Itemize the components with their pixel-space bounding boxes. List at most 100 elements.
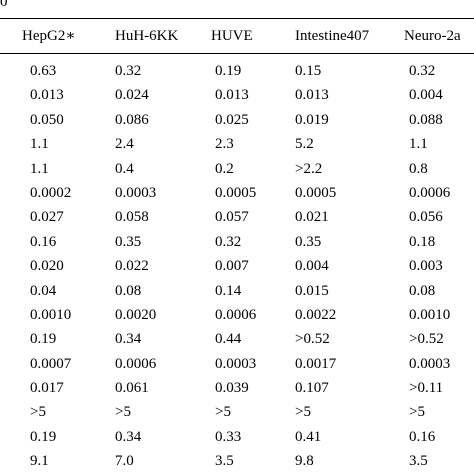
table-cell: 0.0003 — [115, 184, 157, 201]
table-cell: 9.1 — [30, 453, 49, 470]
table-cell: 0.0006 — [409, 184, 451, 201]
table-row: >5 >5 >5 >5 >5 — [0, 400, 474, 424]
table-cell: 0.32 — [115, 63, 142, 79]
table-cell: 0.025 — [215, 111, 249, 128]
table-cell: 1.1 — [30, 136, 49, 153]
table-cell: 0.004 — [409, 87, 443, 104]
table-cell: 0.056 — [409, 209, 443, 226]
table-cell: >0.52 — [295, 331, 330, 348]
table-row: 0.013 0.024 0.013 0.013 0.004 — [0, 83, 474, 107]
table-cell: 0.017 — [30, 380, 64, 397]
table-row: 1.1 2.4 2.3 5.2 1.1 — [0, 132, 474, 156]
table-cell: >5 — [215, 404, 231, 421]
column-header-huh-6kk: HuH-6KK — [115, 28, 179, 44]
table-row: 0.16 0.35 0.32 0.35 0.18 — [0, 230, 474, 254]
table-cell: 7.0 — [115, 453, 134, 470]
table-cell: 2.4 — [115, 136, 134, 153]
table-row: 0.19 0.34 0.44 >0.52 >0.52 — [0, 327, 474, 351]
column-header-hepg2: HepG2∗ — [22, 28, 76, 44]
table-cell: 0.039 — [215, 380, 249, 397]
table-cell: 0.007 — [215, 258, 249, 275]
table-cell: 0.015 — [295, 282, 329, 299]
column-header-neuro-2a: Neuro-2a — [404, 28, 461, 44]
table-cell: 0.18 — [409, 233, 436, 250]
table-cell: 1.1 — [409, 136, 428, 153]
table-cell: 0.0005 — [295, 184, 337, 201]
table-row: 0.027 0.058 0.057 0.021 0.056 — [0, 205, 474, 229]
table-cell: 3.5 — [409, 453, 428, 470]
table-cell: >0.11 — [409, 380, 444, 397]
table-cell: 0.0010 — [30, 306, 72, 323]
table-cell: 0.16 — [30, 233, 57, 250]
table-cell: 0.027 — [30, 209, 64, 226]
table-cell: >5 — [295, 404, 311, 421]
table-cell: 0.022 — [115, 258, 149, 275]
table-cell: 0.08 — [409, 282, 436, 299]
table-row: 0.63 0.32 0.19 0.15 0.32 — [0, 59, 474, 83]
table-cell: 0.0003 — [215, 355, 257, 372]
column-header-intestine407: Intestine407 — [295, 28, 370, 44]
table-cell: 0.19 — [30, 428, 57, 445]
table-cell: 0.013 — [295, 87, 329, 104]
column-header-huve: HUVE — [211, 28, 253, 44]
table-cell: 0.107 — [295, 380, 329, 397]
table-cell: 0.4 — [115, 160, 134, 177]
table-cell: 0.34 — [115, 331, 142, 348]
table-cell: >5 — [115, 404, 131, 421]
table-cell: >5 — [409, 404, 425, 421]
table-header-row: HepG2∗ HuH-6KK HUVE Intestine407 Neuro-2… — [0, 26, 474, 46]
table-cell: 0.086 — [115, 111, 149, 128]
table-cell: 0.19 — [30, 331, 57, 348]
table-cell: 0.0007 — [30, 355, 72, 372]
table-cell: 0.63 — [30, 63, 57, 79]
table-header-rule — [0, 53, 474, 54]
table-row: 0.0010 0.0020 0.0006 0.0022 0.0010 — [0, 303, 474, 327]
table-cell: 0.34 — [115, 428, 142, 445]
table-cell: 0.024 — [115, 87, 149, 104]
table-cell: 0.0010 — [409, 306, 451, 323]
table-cell: 0.0020 — [115, 306, 157, 323]
table-corner-fragment: 0 — [0, 0, 8, 10]
table-cell: 0.16 — [409, 428, 436, 445]
table-cell: 0.32 — [215, 233, 242, 250]
table-cell: 0.44 — [215, 331, 242, 348]
table-cell: 0.013 — [215, 87, 249, 104]
table-cell: 0.0017 — [295, 355, 337, 372]
table-cell: 1.1 — [30, 160, 49, 177]
table-cell: 0.33 — [215, 428, 242, 445]
table-cell: 0.08 — [115, 282, 142, 299]
table-cell: 0.057 — [215, 209, 249, 226]
table-row: 0.050 0.086 0.025 0.019 0.088 — [0, 108, 474, 132]
table-cell: 0.021 — [295, 209, 329, 226]
table-row: 0.020 0.022 0.007 0.004 0.003 — [0, 254, 474, 278]
table-cell: >5 — [30, 404, 46, 421]
table-top-rule — [0, 18, 474, 19]
table-cell: 5.2 — [295, 136, 314, 153]
table-row: 0.19 0.34 0.33 0.41 0.16 — [0, 425, 474, 449]
table-cell: 0.0006 — [115, 355, 157, 372]
table-cell: 0.2 — [215, 160, 234, 177]
table-cell: 0.088 — [409, 111, 443, 128]
table-row: 1.1 0.4 0.2 >2.2 0.8 — [0, 157, 474, 181]
table-cell: 0.058 — [115, 209, 149, 226]
table-cell: 0.0005 — [215, 184, 257, 201]
table-cell: 0.32 — [409, 63, 436, 79]
table-cell: 0.050 — [30, 111, 64, 128]
table-cell: 3.5 — [215, 453, 234, 470]
table-cell: 0.003 — [409, 258, 443, 275]
table-cell: 0.061 — [115, 380, 149, 397]
table-cell: 0.019 — [295, 111, 329, 128]
table-cell: 0.013 — [30, 87, 64, 104]
table-cell: 0.15 — [295, 63, 322, 79]
table-cell: 0.020 — [30, 258, 64, 275]
table-cell: >2.2 — [295, 160, 323, 177]
table-cell: 0.004 — [295, 258, 329, 275]
table-cell: 0.04 — [30, 282, 57, 299]
table-cell: 0.8 — [409, 160, 428, 177]
table-cell: 0.14 — [215, 282, 242, 299]
table-cell: 0.0003 — [409, 355, 451, 372]
table-cell: >0.52 — [409, 331, 444, 348]
table-cell: 0.35 — [115, 233, 142, 250]
table-cell: 0.0006 — [215, 306, 257, 323]
